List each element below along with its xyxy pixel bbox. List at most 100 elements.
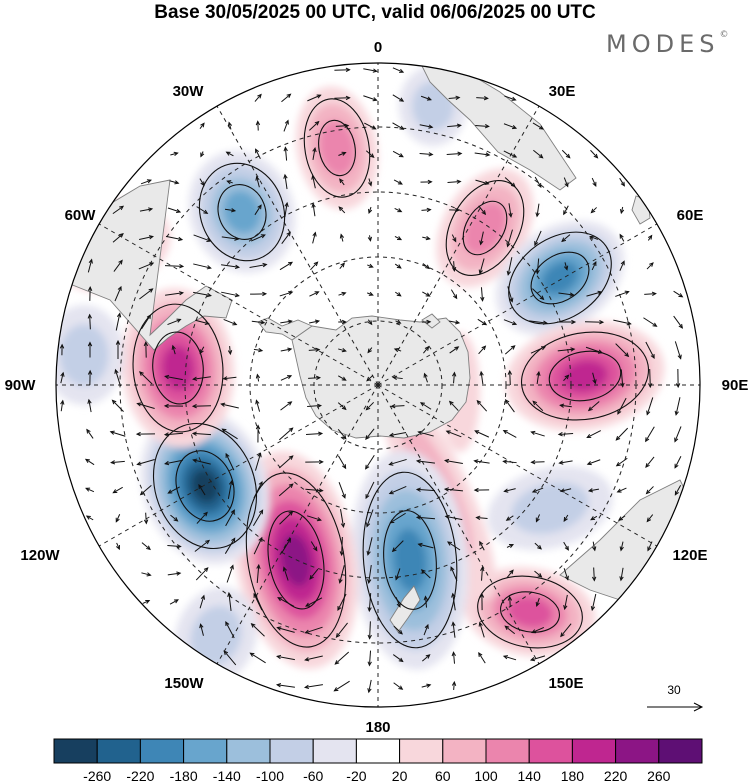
circulation-streamline — [318, 119, 356, 177]
wind-vector — [452, 622, 456, 638]
wind-vector-arrowhead-icon — [368, 291, 374, 296]
wind-vector — [563, 568, 569, 580]
wind-vector-arrowhead-icon — [198, 484, 203, 490]
wind-vector — [592, 372, 596, 384]
wind-vector-arrowhead-icon — [318, 488, 324, 493]
wind-vector-arrowhead-icon — [312, 146, 317, 153]
wind-vector — [563, 514, 569, 522]
wind-vector-arrowhead-icon — [258, 536, 263, 542]
anomaly-contour — [223, 190, 261, 234]
wind-vector-arrowhead-icon — [200, 122, 205, 128]
wind-vector-arrowhead-icon — [451, 371, 457, 377]
wind-vector-arrowhead-icon — [227, 121, 233, 127]
wind-vector-arrowhead-icon — [206, 265, 212, 270]
wind-vector-arrowhead-icon — [119, 205, 125, 211]
wind-vector-arrowhead-icon — [678, 293, 684, 298]
wind-vector — [312, 232, 316, 244]
wind-vector — [645, 426, 655, 442]
wind-vector-arrowhead-icon — [538, 153, 544, 159]
wind-vector-arrowhead-icon — [534, 241, 539, 247]
wind-vector — [389, 432, 407, 436]
wind-vector-arrowhead-icon — [649, 262, 654, 267]
wind-vector — [170, 514, 178, 522]
wind-vector — [447, 180, 461, 184]
wind-vector-arrowhead-icon — [340, 262, 345, 268]
wind-vector — [340, 234, 344, 242]
wind-vector — [225, 621, 235, 639]
wind-vector-arrowhead-icon — [117, 285, 122, 291]
wind-vector — [305, 655, 323, 661]
wind-vector — [165, 459, 183, 465]
wind-vector — [366, 374, 374, 382]
wind-vector — [392, 94, 404, 102]
circulation-streamline — [445, 180, 525, 276]
wind-vector — [225, 509, 235, 527]
wind-vector-arrowhead-icon — [176, 544, 182, 549]
wind-vector-arrowhead-icon — [135, 431, 141, 437]
meridian-line — [212, 384, 379, 672]
wind-vector-arrowhead-icon — [481, 345, 487, 351]
wind-vector-arrowhead-icon — [481, 210, 487, 216]
wind-vector-arrowhead-icon — [143, 341, 149, 347]
wind-vector — [392, 122, 404, 130]
wind-vector-arrowhead-icon — [650, 353, 655, 360]
wind-vector-arrowhead-icon — [255, 399, 260, 405]
wind-vector — [283, 567, 289, 581]
wind-vector — [170, 152, 178, 156]
wind-vector — [310, 541, 318, 551]
wind-vector-arrowhead-icon — [677, 354, 682, 360]
wind-vector — [277, 684, 295, 688]
circulation-streamline — [548, 350, 622, 402]
wind-vector-arrowhead-icon — [372, 68, 378, 73]
wind-vector-arrowhead-icon — [391, 547, 397, 553]
wind-vector — [221, 264, 239, 268]
wind-vector-arrowhead-icon — [398, 657, 404, 663]
wind-vector-arrowhead-icon — [225, 621, 230, 627]
wind-vector — [418, 543, 434, 549]
wind-vector-arrowhead-icon — [448, 400, 454, 406]
circulation-streamline — [362, 471, 458, 649]
wind-vector-arrowhead-icon — [256, 563, 261, 569]
wind-vector-arrowhead-icon — [564, 545, 569, 551]
anomaly-contour — [463, 201, 507, 255]
wind-vector — [112, 400, 124, 412]
anomaly-contour — [161, 345, 195, 391]
wind-vector — [224, 208, 236, 212]
wind-vector-arrowhead-icon — [678, 323, 684, 329]
wind-vector — [196, 512, 208, 524]
wind-vector-arrowhead-icon — [390, 403, 396, 409]
wind-vector-arrowhead-icon — [425, 654, 431, 659]
wind-vector — [256, 374, 260, 382]
wind-vector — [591, 593, 597, 611]
wind-vector — [389, 458, 407, 466]
wind-vector — [193, 291, 211, 297]
wind-vector — [447, 541, 461, 551]
wind-vector-arrowhead-icon — [592, 546, 597, 552]
wind-vector — [227, 481, 233, 499]
wind-vector — [223, 318, 237, 326]
wind-vector-arrowhead-icon — [482, 321, 488, 326]
wind-vector — [111, 460, 125, 464]
wind-vector-arrowhead-icon — [283, 173, 288, 179]
wind-vector-arrowhead-icon — [563, 605, 568, 611]
wind-vector-arrowhead-icon — [114, 368, 119, 374]
wind-vector-arrowhead-icon — [505, 516, 511, 521]
wind-vector-arrowhead-icon — [367, 320, 373, 326]
wind-vector — [365, 428, 375, 440]
kerguelen-island — [421, 313, 441, 329]
wind-vector-arrowhead-icon — [255, 148, 260, 154]
wind-vector-arrowhead-icon — [171, 344, 176, 350]
wind-vector-arrowhead-icon — [333, 687, 339, 692]
wind-vector-arrowhead-icon — [149, 262, 155, 267]
wind-vector-arrowhead-icon — [255, 424, 261, 430]
wind-vector — [563, 205, 569, 215]
wind-vector-arrowhead-icon — [425, 292, 431, 297]
wind-vector — [277, 655, 295, 661]
graticule — [56, 63, 700, 707]
wind-vector-arrowhead-icon — [367, 181, 373, 187]
wind-vector-arrowhead-icon — [139, 490, 145, 496]
wind-vector-arrowhead-icon — [223, 650, 229, 656]
wind-vector — [646, 262, 654, 270]
wind-vector-arrowhead-icon — [136, 461, 142, 466]
wind-vectors — [59, 67, 684, 694]
